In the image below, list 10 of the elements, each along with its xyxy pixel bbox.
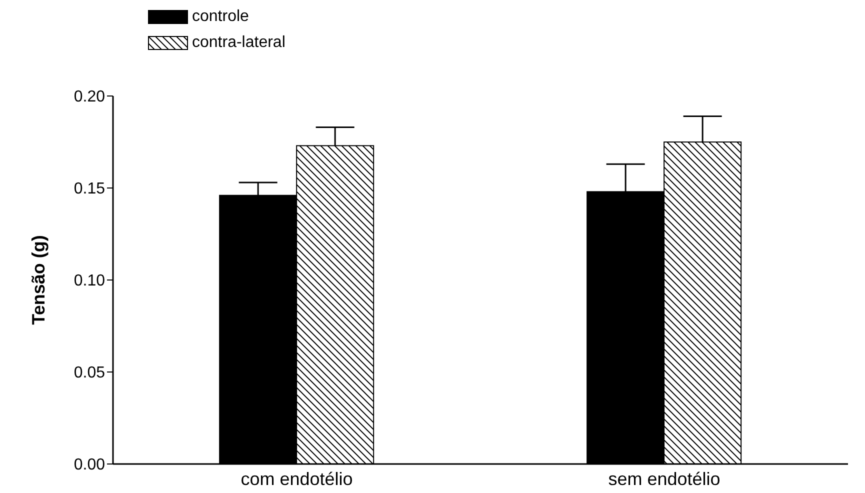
y-tick-label: 0.05 xyxy=(74,364,106,382)
legend-label: contra-lateral xyxy=(192,34,286,52)
legend-label: controle xyxy=(192,8,249,26)
y-tick-label: 0.10 xyxy=(74,272,106,290)
y-tick-label: 0.20 xyxy=(74,88,106,106)
x-tick-label: com endotélio xyxy=(240,468,353,489)
x-tick-label: sem endotélio xyxy=(608,468,720,489)
y-tick-label: 0.15 xyxy=(74,180,106,198)
y-tick-label: 0.00 xyxy=(74,456,106,474)
y-axis-title: Tensão (g) xyxy=(28,235,48,325)
